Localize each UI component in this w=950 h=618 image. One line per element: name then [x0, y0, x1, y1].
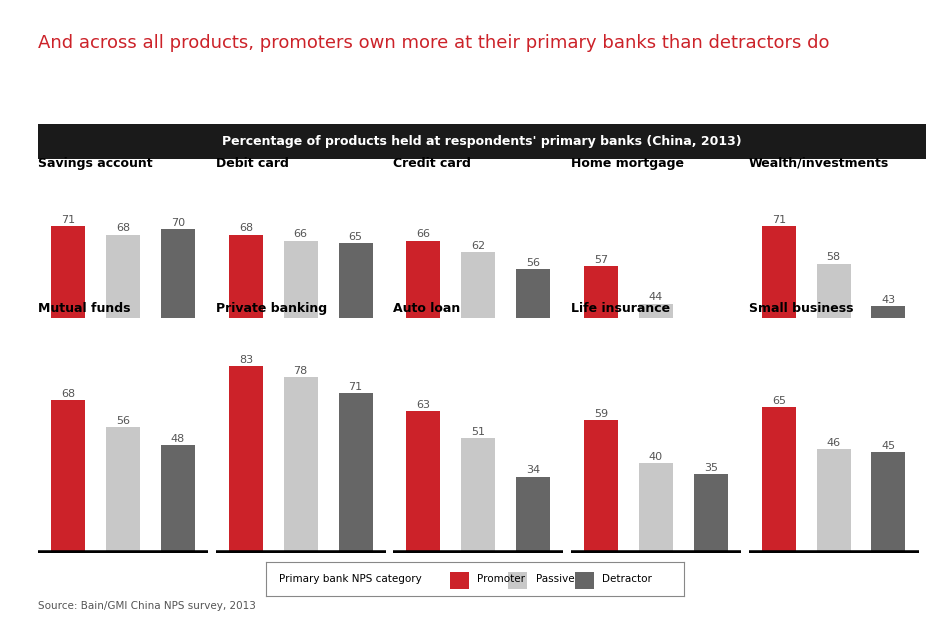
Text: Source: Bain/GMI China NPS survey, 2013: Source: Bain/GMI China NPS survey, 2013 — [38, 601, 256, 611]
Bar — [516, 476, 550, 553]
Text: 45: 45 — [882, 441, 896, 451]
Text: 71: 71 — [349, 382, 363, 392]
Bar — [106, 235, 140, 430]
FancyBboxPatch shape — [450, 572, 468, 589]
Text: Small business: Small business — [749, 302, 853, 315]
Bar — [639, 463, 673, 553]
Text: Auto loan: Auto loan — [393, 302, 461, 315]
Text: 56: 56 — [116, 416, 130, 426]
Text: 44: 44 — [649, 292, 663, 302]
Text: 56: 56 — [526, 258, 541, 268]
Bar — [106, 427, 140, 553]
Text: 78: 78 — [294, 366, 308, 376]
Bar — [51, 400, 86, 553]
Bar — [229, 235, 263, 430]
Text: 57: 57 — [594, 255, 608, 265]
FancyBboxPatch shape — [508, 572, 527, 589]
Text: 68: 68 — [238, 224, 253, 234]
Bar — [817, 449, 850, 553]
Text: 48: 48 — [171, 434, 185, 444]
Bar — [762, 226, 796, 430]
Text: 46: 46 — [826, 438, 841, 449]
Text: 68: 68 — [116, 224, 130, 234]
Text: Passive: Passive — [536, 574, 574, 585]
Bar — [338, 393, 372, 553]
Text: 30: 30 — [704, 332, 718, 342]
Bar — [161, 445, 195, 553]
Text: Primary bank NPS category: Primary bank NPS category — [278, 574, 421, 585]
Text: Debit card: Debit card — [216, 157, 289, 170]
Text: Credit card: Credit card — [393, 157, 471, 170]
Text: Percentage of products held at respondents' primary banks (China, 2013): Percentage of products held at responden… — [222, 135, 742, 148]
Bar — [284, 378, 317, 553]
Text: 63: 63 — [416, 400, 430, 410]
Text: 58: 58 — [826, 252, 841, 262]
Text: 70: 70 — [171, 218, 185, 228]
Text: Home mortgage: Home mortgage — [571, 157, 684, 170]
Bar — [462, 252, 495, 430]
Text: And across all products, promoters own more at their primary banks than detracto: And across all products, promoters own m… — [38, 34, 829, 52]
Bar — [284, 240, 317, 430]
Bar — [584, 266, 618, 430]
Bar — [462, 438, 495, 553]
Text: 43: 43 — [882, 295, 896, 305]
Text: 68: 68 — [61, 389, 75, 399]
Text: 40: 40 — [649, 452, 663, 462]
Bar — [161, 229, 195, 430]
Text: Savings account: Savings account — [38, 157, 153, 170]
Bar — [871, 452, 905, 553]
Text: 65: 65 — [349, 232, 363, 242]
Text: 34: 34 — [526, 465, 541, 475]
Bar — [584, 420, 618, 553]
Text: 71: 71 — [771, 215, 786, 225]
Text: Promoter: Promoter — [477, 574, 525, 585]
Text: 83: 83 — [238, 355, 253, 365]
FancyBboxPatch shape — [576, 572, 594, 589]
Text: 66: 66 — [294, 229, 308, 239]
Text: Life insurance: Life insurance — [571, 302, 670, 315]
Text: 35: 35 — [704, 463, 718, 473]
Bar — [694, 344, 728, 430]
Bar — [516, 269, 550, 430]
Text: Private banking: Private banking — [216, 302, 327, 315]
Bar — [229, 366, 263, 553]
Text: Mutual funds: Mutual funds — [38, 302, 130, 315]
Bar — [639, 303, 673, 430]
Text: 51: 51 — [471, 427, 485, 437]
Text: Detractor: Detractor — [602, 574, 653, 585]
Text: 59: 59 — [594, 409, 608, 419]
Text: 62: 62 — [471, 240, 485, 251]
Bar — [407, 411, 441, 553]
Bar — [338, 243, 372, 430]
Text: 65: 65 — [771, 396, 786, 405]
Bar — [817, 263, 850, 430]
Bar — [762, 407, 796, 553]
Text: 66: 66 — [416, 229, 430, 239]
Bar — [694, 474, 728, 553]
Bar — [407, 240, 441, 430]
Text: Wealth/investments: Wealth/investments — [749, 157, 889, 170]
Text: 71: 71 — [61, 215, 75, 225]
Bar — [871, 307, 905, 430]
Bar — [51, 226, 86, 430]
